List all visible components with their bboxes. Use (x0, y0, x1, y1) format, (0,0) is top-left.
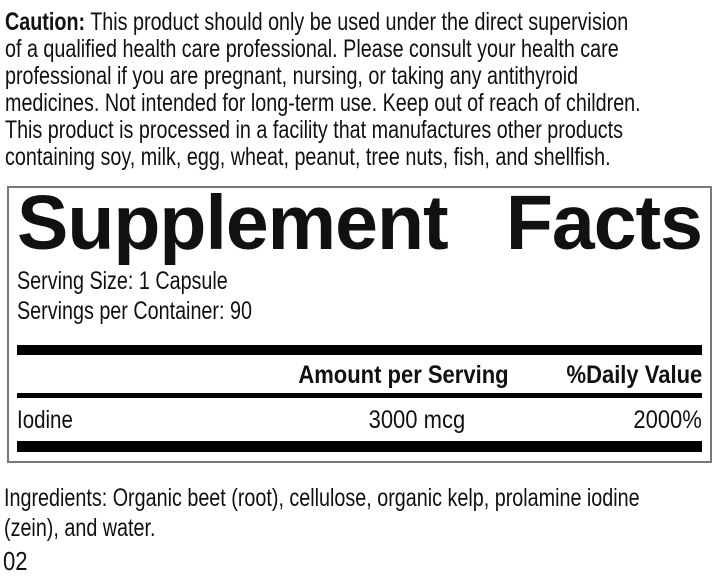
servings-per-container-line: Servings per Container: 90 (17, 297, 252, 325)
caution-text-block: Caution: This product should only be use… (5, 9, 720, 171)
lot-code: 02 (3, 547, 720, 575)
divider-bar-header (17, 393, 702, 398)
panel-title-word-supplement: Supplement (17, 180, 449, 266)
panel-title-word-facts: Facts (505, 180, 703, 266)
ingredients-paragraph: Ingredients: Organic beet (root), cellul… (4, 483, 720, 543)
panel-title: Supplement Facts (17, 180, 703, 266)
divider-bar-bottom (17, 441, 702, 452)
divider-bar-top (17, 345, 702, 355)
table-row-iodine: Iodine 3000 mcg 2000% (17, 398, 702, 441)
nutrient-amount: 3000 mcg (368, 406, 466, 434)
caution-text: This product should only be used under t… (5, 8, 641, 171)
caution-paragraph: Caution: This product should only be use… (0, 0, 720, 171)
ingredients-text: Ingredients: Organic beet (root), cellul… (4, 484, 640, 542)
nutrient-daily-value: 2000% (633, 406, 702, 434)
header-daily-value: %Daily Value (566, 361, 702, 389)
supplement-facts-panel: Supplement Facts Serving Size: 1 Capsule… (7, 180, 712, 463)
serving-info: Serving Size: 1 Capsule Servings per Con… (17, 266, 702, 326)
header-amount-per-serving: Amount per Serving (297, 361, 509, 389)
nutrient-name: Iodine (17, 406, 73, 434)
caution-label: Caution: (5, 8, 86, 36)
table-header-row: Amount per Serving %Daily Value (17, 355, 702, 393)
serving-size-line: Serving Size: 1 Capsule (17, 267, 228, 295)
lot-code-text: 02 (3, 546, 28, 576)
